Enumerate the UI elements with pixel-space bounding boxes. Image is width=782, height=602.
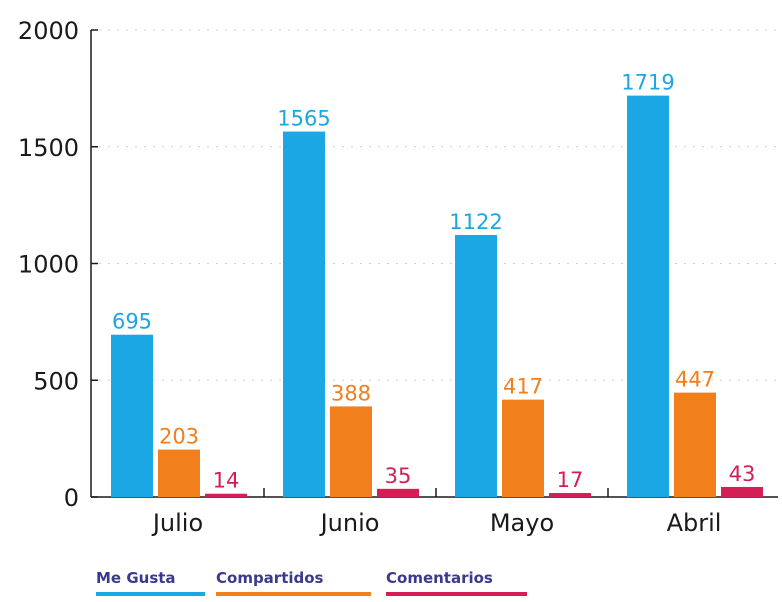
y-tick-label-1500: 1500 xyxy=(18,134,79,162)
legend-swatch-me-gusta xyxy=(96,592,205,596)
y-tick-label-1000: 1000 xyxy=(18,251,79,279)
data-labels: 695 1565 1122 1719 203 388 417 447 14 35 17 43 xyxy=(112,71,755,493)
grid-lines xyxy=(99,29,778,381)
bar-comentarios-julio xyxy=(205,493,247,497)
y-tick-label-500: 500 xyxy=(33,367,79,395)
bar-compartidos-abril xyxy=(674,392,716,497)
bar-compartidos-julio xyxy=(158,449,200,497)
bar-comentarios-mayo xyxy=(549,493,591,497)
y-tick-label-2000: 2000 xyxy=(18,17,79,45)
legend-label-me-gusta: Me Gusta xyxy=(96,569,176,587)
bar-compartidos-junio xyxy=(330,406,372,497)
bar-me-gusta-julio xyxy=(111,334,153,497)
data-label-comentarios-mayo: 17 xyxy=(557,468,584,492)
bar-me-gusta-junio xyxy=(283,131,325,497)
data-label-compartidos-abril: 447 xyxy=(675,368,715,392)
bar-comentarios-junio xyxy=(377,488,419,497)
x-tick-label-abril: Abril xyxy=(667,509,722,537)
data-label-me-gusta-junio: 1565 xyxy=(277,107,330,131)
data-label-me-gusta-julio: 695 xyxy=(112,310,152,334)
bar-comentarios-abril xyxy=(721,486,763,497)
legend-swatch-compartidos xyxy=(216,592,371,596)
data-label-compartidos-junio: 388 xyxy=(331,381,371,405)
bars xyxy=(111,95,763,498)
data-label-me-gusta-abril: 1719 xyxy=(621,71,674,95)
x-tick-label-junio: Junio xyxy=(319,509,380,537)
data-label-me-gusta-mayo: 1122 xyxy=(449,210,502,234)
bar-me-gusta-mayo xyxy=(455,235,497,497)
data-label-comentarios-julio: 14 xyxy=(213,469,240,493)
y-tick-label-0: 0 xyxy=(64,484,79,512)
data-label-comentarios-abril: 43 xyxy=(729,462,756,486)
bar-compartidos-mayo xyxy=(502,399,544,497)
legend: Me Gusta Compartidos Comentarios xyxy=(96,569,527,596)
legend-label-comentarios: Comentarios xyxy=(386,569,493,587)
legend-label-compartidos: Compartidos xyxy=(216,569,324,587)
legend-swatch-comentarios xyxy=(386,592,527,596)
data-label-compartidos-mayo: 417 xyxy=(503,375,543,399)
bar-me-gusta-abril xyxy=(627,95,669,498)
data-label-comentarios-junio: 35 xyxy=(385,464,412,488)
x-tick-label-julio: Julio xyxy=(151,509,203,537)
x-tick-label-mayo: Mayo xyxy=(490,509,554,537)
data-label-compartidos-julio: 203 xyxy=(159,425,199,449)
axes: 0 500 1000 1500 2000 Julio Junio Mayo Abril xyxy=(18,17,778,537)
